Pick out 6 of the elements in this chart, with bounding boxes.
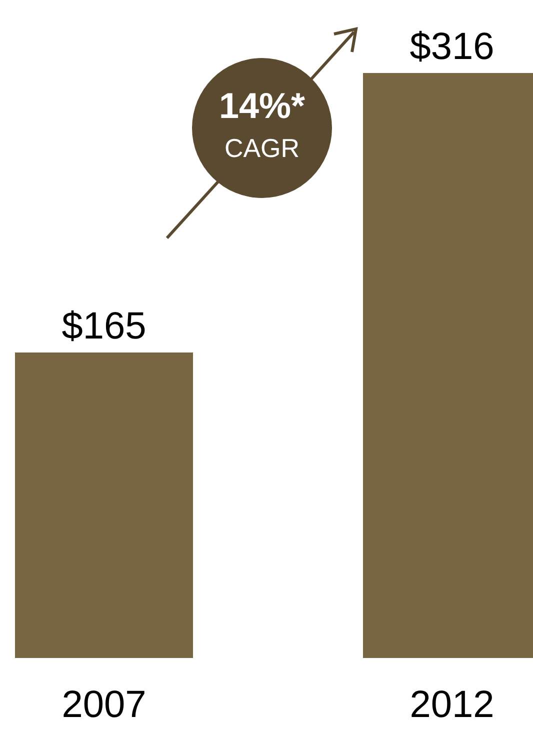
annotation: 14%*: [218, 85, 306, 126]
annotation: CAGR: [224, 133, 300, 163]
x-tick-label: 2012: [410, 684, 494, 726]
data-label: $165: [62, 306, 146, 348]
x-tick-label: 2007: [62, 684, 146, 726]
data-label: $316: [410, 26, 494, 68]
